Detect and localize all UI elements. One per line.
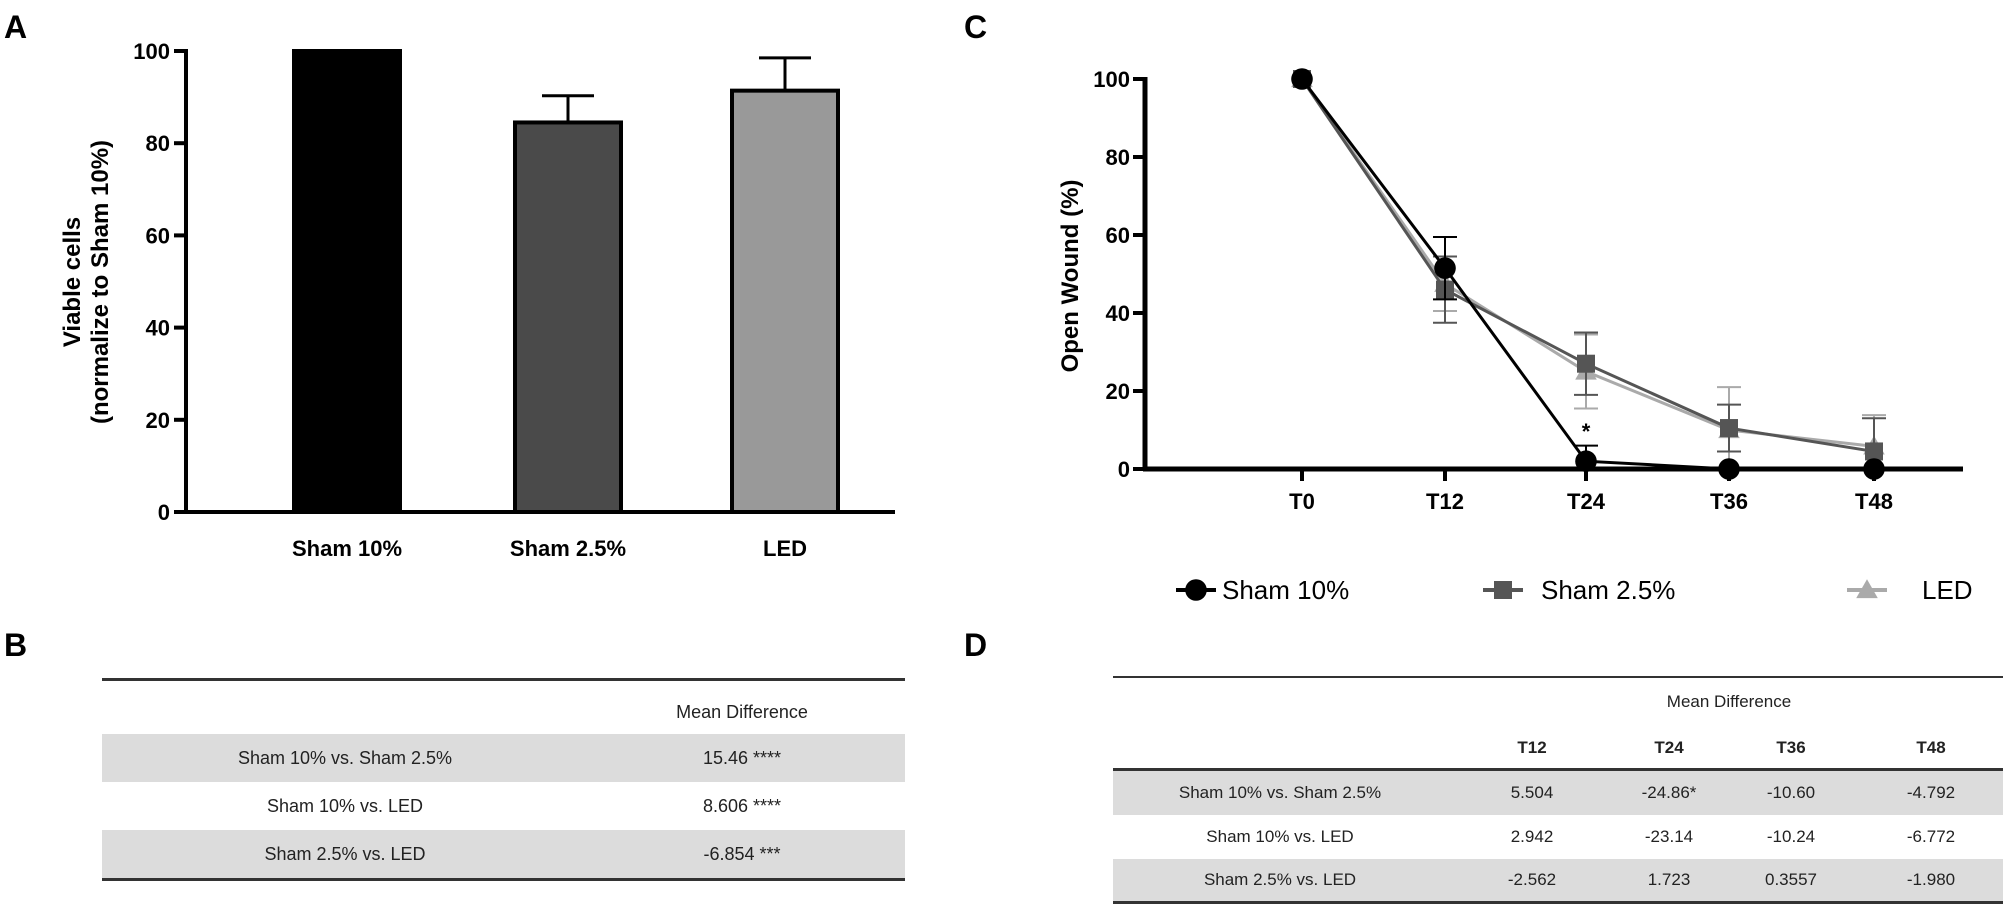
y-tick-label: 20 xyxy=(146,408,170,433)
circle-marker xyxy=(1291,68,1313,90)
table-row: Sham 2.5% vs. LED -2.562 1.723 0.3557 -1… xyxy=(1113,859,2003,901)
table-row: Sham 10% vs. LED 8.606 **** xyxy=(102,782,905,830)
y-tick-label: 40 xyxy=(146,316,170,341)
table-row: Sham 10% vs. Sham 2.5% 5.504 -24.86* -10… xyxy=(1113,771,2003,815)
row-value: 2.942 xyxy=(1510,827,1554,846)
y-tick-label: 100 xyxy=(133,39,170,64)
y-tick-label: 60 xyxy=(146,223,170,248)
series-line xyxy=(1300,78,1875,448)
row-label: Sham 10% vs. Sham 2.5% xyxy=(237,747,453,768)
x-tick-label: Sham 10% xyxy=(292,536,402,561)
x-tick-label: T24 xyxy=(1567,489,1606,514)
x-tick-label: T12 xyxy=(1426,489,1464,514)
panel-label-a: A xyxy=(4,9,27,45)
panel-label-b: B xyxy=(4,627,27,663)
table-header-row: Mean Difference xyxy=(102,692,905,732)
legend-item: LED xyxy=(1847,575,1973,605)
legend-label: Sham 10% xyxy=(1222,575,1349,605)
line-chart-open-wound: Open Wound (%) 0 20 40 60 80 100 T0 T12 T24 T36 T4… xyxy=(1057,67,1973,605)
row-label: Sham 10% vs. Sham 2.5% xyxy=(1178,783,1382,802)
y-axis-label-line1: Viable cells xyxy=(59,217,86,347)
circle-marker xyxy=(1718,458,1740,480)
legend-item: Sham 10% xyxy=(1176,575,1349,605)
row-value: 8.606 **** xyxy=(702,795,782,816)
y-axis-label: Open Wound (%) xyxy=(1057,180,1084,373)
row-label: Sham 2.5% vs. LED xyxy=(1203,870,1357,889)
series-line xyxy=(1300,78,1874,471)
row-label: Sham 2.5% vs. LED xyxy=(264,843,426,864)
y-tick-label: 0 xyxy=(158,500,170,525)
row-value: 15.46 **** xyxy=(702,747,782,768)
table-column-header-row: T12 T24 T36 T48 xyxy=(1113,728,2003,768)
table-header-rule xyxy=(1113,768,2003,771)
square-marker xyxy=(1494,581,1512,599)
panel-label-d: D xyxy=(964,627,987,663)
row-value: -1.980 xyxy=(1906,870,1956,889)
y-tick-label: 40 xyxy=(1106,301,1130,326)
square-marker xyxy=(1720,419,1738,438)
row-value: 5.504 xyxy=(1510,783,1554,802)
row-value: -6.854 *** xyxy=(703,843,781,864)
row-value: -10.24 xyxy=(1766,827,1816,846)
x-tick-label: T36 xyxy=(1710,489,1748,514)
col-header: T12 xyxy=(1517,738,1547,757)
x-tick-label: T48 xyxy=(1855,489,1893,514)
row-value: -2.562 xyxy=(1507,870,1557,889)
circle-marker xyxy=(1434,257,1456,279)
row-value: 1.723 xyxy=(1647,870,1691,889)
table-mean-difference-b: Mean Difference Sham 10% vs. Sham 2.5% 1… xyxy=(102,678,905,888)
x-tick-label: T0 xyxy=(1289,489,1315,514)
col-header: T48 xyxy=(1916,738,1946,757)
header-mean-difference: Mean Difference xyxy=(676,701,808,722)
row-value: -24.86* xyxy=(1641,783,1697,802)
bar xyxy=(292,49,402,514)
y-tick-label: 0 xyxy=(1118,457,1130,482)
triangle-marker xyxy=(1856,579,1878,599)
table-top-rule xyxy=(1113,676,2003,678)
square-marker xyxy=(1865,442,1883,461)
series-sham-10- xyxy=(1291,68,1885,480)
y-axis-label-line2: (normalize to Sham 10%) xyxy=(87,140,114,424)
circle-marker xyxy=(1575,450,1597,473)
y-tick-label: 20 xyxy=(1106,379,1130,404)
bar-chart-viable-cells: Viable cells (normalize to Sham 10%) 0 20… xyxy=(59,39,895,561)
table-bottom-rule xyxy=(1113,901,2003,904)
circle-marker xyxy=(1185,579,1207,601)
bar xyxy=(730,88,840,514)
legend-label: Sham 2.5% xyxy=(1541,575,1675,605)
legend-label: LED xyxy=(1922,575,1973,605)
series-led xyxy=(1291,68,1886,469)
row-value: -23.14 xyxy=(1644,827,1694,846)
panel-label-c: C xyxy=(964,9,987,45)
header-mean-difference: Mean Difference xyxy=(1666,692,1792,711)
x-tick-label: LED xyxy=(763,536,807,561)
col-header: T36 xyxy=(1776,738,1806,757)
x-tick-label: Sham 2.5% xyxy=(510,536,626,561)
legend-item: Sham 2.5% xyxy=(1483,575,1675,605)
row-value: 0.3557 xyxy=(1765,870,1817,889)
y-tick-label: 80 xyxy=(1106,145,1130,170)
y-tick-label: 100 xyxy=(1093,67,1130,92)
table-bottom-rule xyxy=(102,878,905,881)
bar xyxy=(513,120,623,515)
y-tick-label: 60 xyxy=(1106,223,1130,248)
circle-marker xyxy=(1863,458,1885,480)
table-top-rule xyxy=(102,678,905,681)
square-marker xyxy=(1577,354,1595,373)
y-tick-label: 80 xyxy=(146,131,170,156)
row-value: -4.792 xyxy=(1906,783,1956,802)
row-value: -6.772 xyxy=(1906,827,1956,846)
col-header: T24 xyxy=(1654,738,1684,757)
table-mean-difference-d: Mean Difference T12 T24 T36 T48 Sham 10%… xyxy=(1113,676,2003,906)
row-label: Sham 10% vs. LED xyxy=(1206,827,1354,846)
significance-annotation: * xyxy=(1582,419,1591,444)
table-header-row: Mean Difference xyxy=(1113,684,2003,720)
table-row: Sham 10% vs. Sham 2.5% 15.46 **** xyxy=(102,734,905,782)
table-row: Sham 10% vs. LED 2.942 -23.14 -10.24 -6.… xyxy=(1113,815,2003,859)
row-value: -10.60 xyxy=(1766,783,1816,802)
row-label: Sham 10% vs. LED xyxy=(266,795,424,816)
table-row: Sham 2.5% vs. LED -6.854 *** xyxy=(102,830,905,878)
